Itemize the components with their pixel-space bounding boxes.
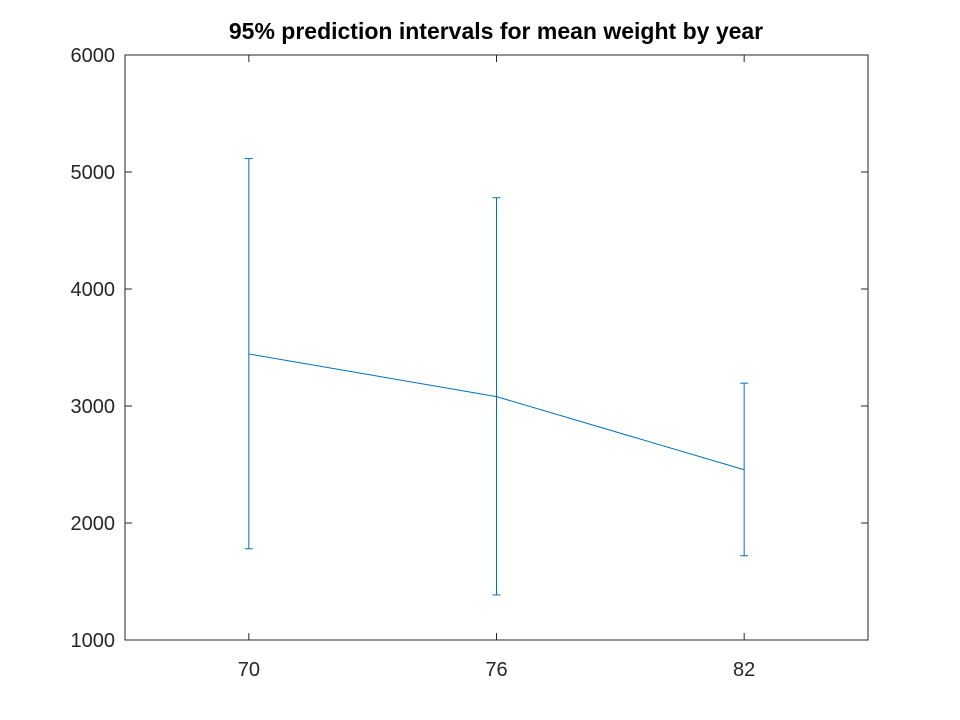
chart-title: 95% prediction intervals for mean weight… xyxy=(229,18,763,44)
x-tick-label: 82 xyxy=(733,659,755,681)
plot-area: 1000 2000 3000 4000 5000 6000 70 76 82 xyxy=(71,45,869,681)
y-tick-label: 6000 xyxy=(71,45,116,67)
y-tick-label: 2000 xyxy=(71,513,116,535)
y-tick-label: 4000 xyxy=(71,279,116,301)
x-tick-label: 76 xyxy=(485,659,507,681)
y-tick-label: 5000 xyxy=(71,162,116,184)
x-tick-label: 70 xyxy=(238,659,260,681)
y-tick-label: 3000 xyxy=(71,396,116,418)
y-tick-label: 1000 xyxy=(71,630,116,652)
